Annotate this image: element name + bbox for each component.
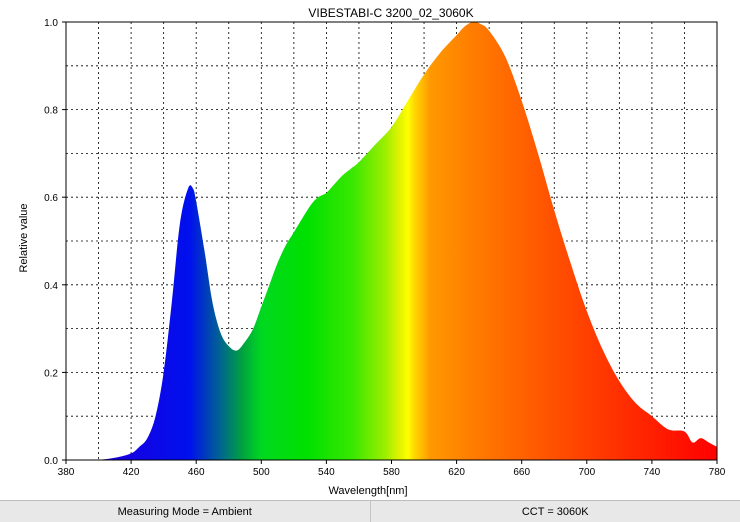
y-tick-label: 0.6 [44, 193, 58, 204]
y-tick-label: 0.0 [44, 456, 58, 467]
status-bar: Measuring Mode = Ambient CCT = 3060K [0, 500, 740, 522]
x-tick-label: 420 [123, 467, 140, 478]
y-tick-label: 0.2 [44, 368, 58, 379]
x-tick-label: 740 [644, 467, 661, 478]
x-tick-label: 460 [188, 467, 205, 478]
x-tick-label: 540 [318, 467, 335, 478]
x-axis-ticks: 380 420 460 500 540 580 620 660 700 740 780 [58, 460, 726, 478]
x-axis-label: Wavelength[nm] [328, 485, 407, 497]
x-tick-label: 780 [709, 467, 726, 478]
y-tick-label: 1.0 [44, 18, 58, 29]
y-tick-label: 0.4 [44, 281, 58, 292]
x-tick-label: 700 [578, 467, 595, 478]
y-tick-label: 0.8 [44, 106, 58, 117]
y-axis-label: Relative value [18, 203, 30, 272]
spectrum-area [99, 22, 717, 460]
spectrum-chart: VIBESTABI-C 3200_02_3060K 380 420 460 500 54… [0, 0, 740, 500]
measuring-mode-status: Measuring Mode = Ambient [0, 501, 371, 522]
x-tick-label: 380 [58, 467, 75, 478]
x-tick-label: 580 [383, 467, 400, 478]
cct-status: CCT = 3060K [371, 501, 740, 522]
x-tick-label: 660 [513, 467, 530, 478]
chart-title: VIBESTABI-C 3200_02_3060K [308, 6, 473, 20]
x-tick-label: 620 [448, 467, 465, 478]
x-tick-label: 500 [253, 467, 270, 478]
y-axis-ticks: 0.0 0.2 0.4 0.6 0.8 1.0 [44, 18, 66, 467]
